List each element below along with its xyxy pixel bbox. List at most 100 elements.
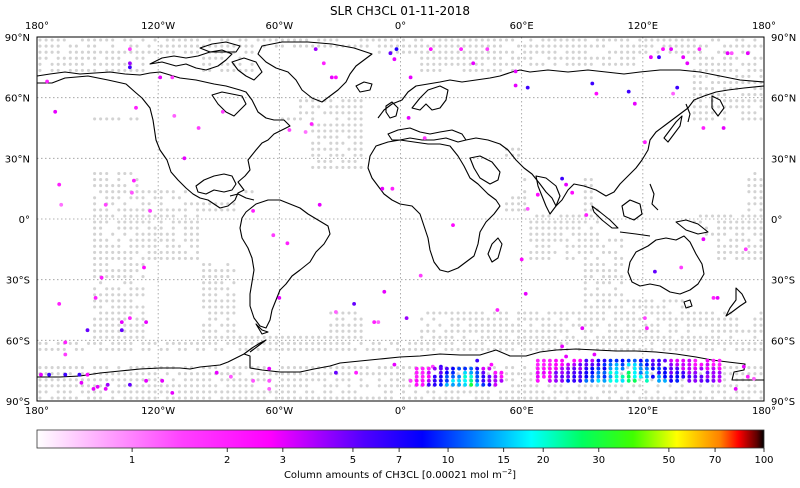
no-data-dot <box>274 38 278 42</box>
no-data-dot <box>311 147 315 151</box>
no-data-dot <box>238 378 242 382</box>
no-data-dot <box>353 129 357 133</box>
no-data-dot <box>498 56 503 60</box>
measurement-point <box>428 47 433 51</box>
no-data-dot <box>614 38 618 42</box>
no-data-dot <box>341 99 345 103</box>
no-data-dot <box>226 335 230 339</box>
no-data-dot <box>268 390 272 394</box>
no-data-dot <box>74 396 78 400</box>
no-data-dot <box>662 311 666 315</box>
no-data-dot <box>359 323 363 327</box>
no-data-dot <box>214 335 218 339</box>
measurement-point <box>651 374 655 379</box>
no-data-dot <box>68 384 72 388</box>
no-data-dot <box>244 335 248 339</box>
no-data-dot <box>480 38 484 42</box>
no-data-dot <box>165 390 169 394</box>
no-data-dot <box>656 323 660 327</box>
no-data-dot <box>692 93 696 97</box>
latitude-label: 60°N <box>5 94 30 105</box>
no-data-dot <box>583 50 587 54</box>
no-data-dot <box>298 347 303 351</box>
no-data-dot <box>208 299 212 303</box>
no-data-dot <box>644 329 648 333</box>
no-data-dot <box>614 390 618 394</box>
no-data-dot <box>171 341 175 345</box>
measurement-point <box>493 378 498 383</box>
measurement-point <box>645 378 649 383</box>
no-data-dot <box>607 281 612 285</box>
no-data-dot <box>747 226 751 230</box>
no-data-dot <box>577 341 581 345</box>
no-data-dot <box>105 287 109 291</box>
no-data-dot <box>171 232 175 236</box>
no-data-dot <box>62 62 66 66</box>
no-data-dot <box>147 44 151 48</box>
no-data-dot <box>735 366 739 370</box>
measurement-point <box>439 378 443 383</box>
no-data-dot <box>129 275 133 279</box>
no-data-dot <box>504 153 509 157</box>
measurement-point <box>626 362 631 367</box>
measurement-point <box>608 366 613 371</box>
no-data-dot <box>692 38 696 42</box>
no-data-dot <box>565 390 569 394</box>
no-data-dot <box>668 323 672 327</box>
no-data-dot <box>753 323 757 327</box>
no-data-dot <box>753 244 757 248</box>
no-data-dot <box>292 366 297 370</box>
no-data-dot <box>317 105 321 109</box>
no-data-dot <box>601 311 606 315</box>
no-data-dot <box>171 244 175 248</box>
no-data-dot <box>99 281 103 285</box>
longitude-label: 60°W <box>266 406 294 417</box>
no-data-dot <box>74 378 78 382</box>
no-data-dot <box>111 390 115 394</box>
no-data-dot <box>450 390 454 394</box>
no-data-dot <box>698 341 702 345</box>
no-data-dot <box>601 305 606 309</box>
no-data-dot <box>729 323 733 327</box>
no-data-dot <box>692 44 696 48</box>
latitude-label: 90°S <box>6 397 30 408</box>
no-data-dot <box>735 390 739 394</box>
no-data-dot <box>129 378 133 382</box>
no-data-dot <box>220 311 224 315</box>
measurement-point <box>560 362 564 367</box>
no-data-dot <box>511 341 515 345</box>
no-data-dot <box>135 287 139 291</box>
no-data-dot <box>105 68 109 72</box>
no-data-dot <box>492 329 496 333</box>
measurement-point <box>463 378 467 383</box>
no-data-dot <box>353 153 357 157</box>
no-data-dot <box>735 372 739 376</box>
no-data-dot <box>571 256 575 260</box>
latitude-label: 30°S <box>771 276 795 287</box>
no-data-dot <box>329 44 333 48</box>
no-data-dot <box>311 165 315 169</box>
no-data-dot <box>747 372 751 376</box>
no-data-dot <box>141 208 145 212</box>
no-data-dot <box>111 347 115 351</box>
no-data-dot <box>395 44 400 48</box>
no-data-dot <box>311 335 315 339</box>
measurement-point <box>495 308 500 312</box>
no-data-dot <box>698 50 702 54</box>
no-data-dot <box>680 299 684 303</box>
no-data-dot <box>189 384 194 388</box>
measurement-point <box>566 378 570 383</box>
no-data-dot <box>298 99 303 103</box>
measurement-point <box>548 358 552 363</box>
no-data-dot <box>632 62 636 66</box>
measurement-point <box>705 358 710 363</box>
no-data-dot <box>298 105 303 109</box>
no-data-dot <box>250 384 254 388</box>
no-data-dot <box>232 378 236 382</box>
no-data-dot <box>529 323 533 327</box>
no-data-dot <box>638 378 642 382</box>
no-data-dot <box>668 311 672 315</box>
measurement-point <box>705 374 710 379</box>
no-data-dot <box>644 396 648 400</box>
no-data-dot <box>111 275 115 279</box>
